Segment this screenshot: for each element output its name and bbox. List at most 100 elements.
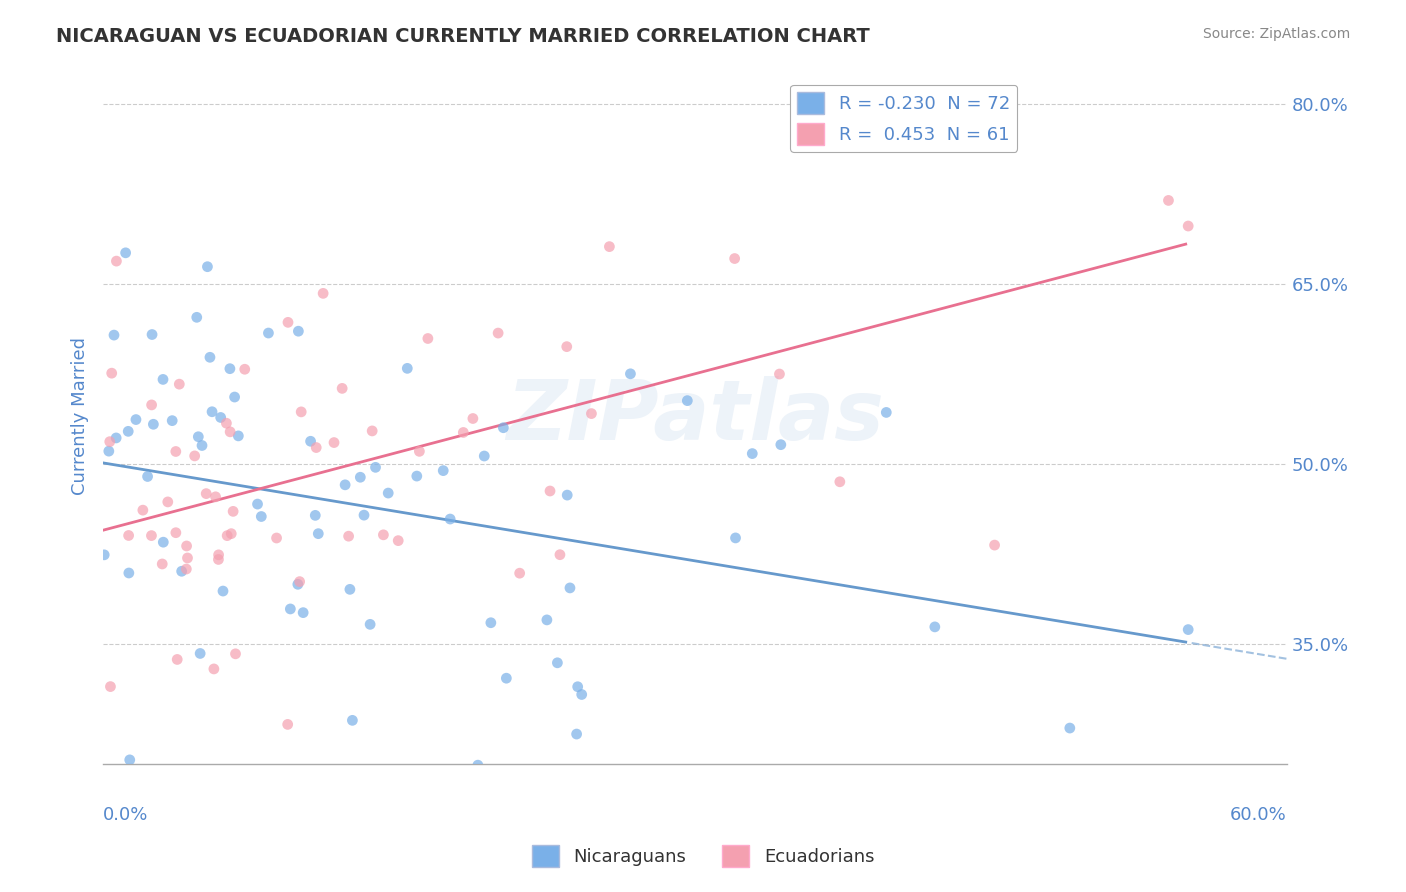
Point (215, 416, 238, 430)
Point (828, 475, 851, 489)
Point (117, 528, 139, 542)
Point (555, 488, 578, 502)
Point (342, 714, 364, 728)
Point (333, 478, 356, 492)
Point (339, 582, 361, 597)
Text: NICARAGUAN VS ECUADORIAN CURRENTLY MARRIED CORRELATION CHART: NICARAGUAN VS ECUADORIAN CURRENTLY MARRI… (56, 27, 870, 45)
Point (160, 414, 183, 428)
Point (105, 254, 128, 268)
Point (98, 434, 121, 449)
Point (495, 671, 517, 685)
Point (983, 538, 1005, 552)
Point (408, 444, 430, 458)
Point (165, 444, 187, 458)
Point (377, 486, 399, 500)
Point (170, 564, 193, 578)
Point (257, 326, 280, 340)
Point (224, 390, 246, 404)
Text: Source: ZipAtlas.com: Source: ZipAtlas.com (1202, 27, 1350, 41)
Point (250, 509, 273, 524)
Point (207, 548, 229, 562)
Legend: Nicaraguans, Ecuadorians: Nicaraguans, Ecuadorians (524, 838, 882, 874)
Point (176, 551, 198, 566)
Point (598, 239, 620, 253)
Point (219, 526, 242, 541)
Y-axis label: Currently Married: Currently Married (72, 337, 89, 495)
Point (183, 449, 205, 463)
Point (141, 398, 163, 412)
Point (176, 562, 198, 576)
Point (198, 351, 221, 365)
Point (292, 606, 315, 620)
Point (1157, 194, 1180, 208)
Text: 0.0%: 0.0% (103, 806, 149, 824)
Point (312, 286, 335, 301)
Point (287, 577, 309, 591)
Point (676, 393, 699, 408)
Point (432, 464, 454, 478)
Point (169, 377, 191, 392)
Point (769, 438, 792, 452)
Point (204, 490, 226, 504)
Point (875, 405, 897, 419)
Point (209, 410, 232, 425)
Point (277, 717, 299, 731)
Point (114, 245, 136, 260)
Point (118, 753, 141, 767)
Point (439, 512, 461, 526)
Point (619, 367, 641, 381)
Point (202, 662, 225, 676)
Point (548, 548, 571, 562)
Point (724, 531, 747, 545)
Point (546, 656, 568, 670)
Point (191, 438, 214, 452)
Point (768, 367, 790, 381)
Point (222, 504, 245, 518)
Point (152, 535, 174, 549)
Point (536, 613, 558, 627)
Point (118, 566, 141, 580)
Point (195, 486, 218, 500)
Point (176, 539, 198, 553)
Point (567, 680, 589, 694)
Point (134, 805, 156, 820)
Point (337, 529, 360, 543)
Point (100, 366, 122, 380)
Point (280, 602, 302, 616)
Text: 60.0%: 60.0% (1230, 806, 1286, 824)
Point (330, 381, 353, 395)
Point (201, 405, 224, 419)
Point (152, 372, 174, 386)
Point (93, 548, 115, 562)
Point (349, 470, 371, 484)
Point (364, 460, 387, 475)
Point (197, 260, 219, 274)
Point (305, 441, 328, 455)
Point (405, 469, 427, 483)
Point (100, 680, 122, 694)
Point (741, 447, 763, 461)
Point (492, 421, 515, 435)
Point (103, 328, 125, 343)
Point (361, 424, 384, 438)
Point (538, 483, 561, 498)
Point (323, 435, 346, 450)
Point (166, 652, 188, 666)
Point (266, 531, 288, 545)
Point (212, 584, 235, 599)
Point (486, 326, 509, 340)
Point (233, 362, 256, 376)
Point (396, 361, 419, 376)
Point (472, 449, 495, 463)
Point (132, 503, 155, 517)
Point (359, 617, 381, 632)
Point (125, 412, 148, 426)
Point (924, 620, 946, 634)
Point (571, 688, 593, 702)
Point (225, 647, 247, 661)
Point (581, 407, 603, 421)
Point (288, 574, 311, 589)
Text: ZIPatlas: ZIPatlas (506, 376, 884, 457)
Point (453, 425, 475, 440)
Point (558, 581, 581, 595)
